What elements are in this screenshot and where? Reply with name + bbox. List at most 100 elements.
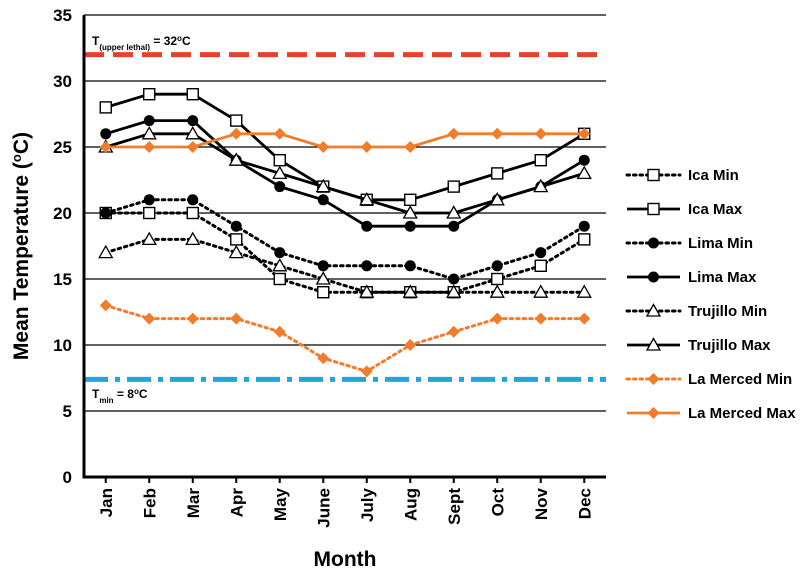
series-layer — [98, 87, 592, 378]
tmin-label-degree: o — [134, 387, 139, 396]
data-point-la-merced-max-sept — [447, 127, 460, 140]
data-point-trujillo-min-june — [315, 271, 331, 285]
legend-item-trujillo-min: Trujillo Min — [625, 303, 767, 320]
data-point-ica-min-oct — [491, 272, 504, 286]
legend-item-la-merced-max: La Merced Max — [627, 405, 796, 422]
data-point-lima-max-july — [361, 220, 373, 232]
data-point-lima-min-aug — [404, 260, 416, 272]
legend-marker-lima-max — [648, 271, 659, 283]
data-point-trujillo-min-july — [359, 284, 375, 298]
y-tick-label-25: 25 — [53, 138, 72, 157]
tmin-label-main: T — [92, 387, 100, 401]
data-point-ica-max-may — [273, 153, 286, 167]
series-trujillo-max — [98, 125, 592, 219]
data-point-lima-min-july — [361, 260, 373, 272]
data-point-lima-max-dec — [578, 154, 590, 166]
upper-lethal-label-degree: o — [177, 34, 182, 43]
data-point-ica-min-mar — [186, 206, 199, 220]
data-point-ica-max-sept — [447, 180, 460, 193]
legend-item-ica-min: Ica Min — [625, 167, 739, 184]
y-tick-label-35: 35 — [53, 6, 72, 25]
x-tick-label-feb: Feb — [140, 488, 159, 518]
tmin-label-unit: C — [139, 387, 148, 401]
data-point-trujillo-max-oct — [489, 191, 505, 206]
data-point-trujillo-max-aug — [402, 205, 418, 219]
legend-label-la-merced-max: La Merced Max — [688, 405, 796, 422]
y-axis-title-main: Mean Temperature ( — [10, 162, 33, 360]
legend-marker-trujillo-max — [645, 337, 662, 351]
data-point-trujillo-min-nov — [533, 284, 549, 298]
legend-label-trujillo-max: Trujillo Max — [688, 337, 771, 354]
data-point-lima-max-aug — [404, 220, 416, 232]
data-point-ica-max-jan — [99, 101, 112, 114]
data-point-la-merced-min-aug — [404, 339, 417, 351]
legend-item-lima-min: Lima Min — [625, 235, 753, 252]
data-point-ica-min-june — [317, 286, 330, 299]
data-point-trujillo-min-feb — [141, 231, 157, 246]
y-tick-label-10: 10 — [53, 336, 72, 355]
legend-label-la-merced-min: La Merced Min — [688, 371, 792, 388]
legend-label-trujillo-min: Trujillo Min — [688, 303, 767, 320]
data-point-la-merced-min-mar — [186, 312, 199, 325]
data-point-la-merced-min-nov — [534, 312, 547, 325]
x-tick-label-jan: Jan — [97, 488, 116, 517]
data-point-ica-max-oct — [491, 167, 504, 180]
x-axis-title: Month — [314, 548, 377, 571]
data-point-la-merced-max-aug — [404, 141, 417, 153]
upper-lethal-label-sub: (upper lethal) — [99, 43, 150, 52]
series-lima-min — [100, 194, 590, 285]
data-point-lima-min-nov — [535, 247, 547, 259]
legend: Ica Min Ica Max Lima Min Lima Max Trujillo M… — [625, 167, 796, 422]
data-point-trujillo-max-may — [272, 165, 288, 180]
data-point-la-merced-min-apr — [230, 312, 243, 325]
data-point-trujillo-min-dec — [576, 284, 592, 298]
x-tick-label-apr: Apr — [227, 488, 246, 518]
x-tick-label-june: June — [314, 488, 333, 528]
data-point-lima-min-feb — [143, 194, 155, 206]
data-point-trujillo-max-apr — [228, 152, 244, 166]
reference-lines — [84, 52, 606, 382]
data-point-la-merced-min-july — [360, 365, 373, 378]
data-point-lima-min-june — [317, 260, 329, 272]
tmin-label-eq: = 8 — [114, 387, 135, 401]
data-point-lima-min-oct — [491, 260, 503, 272]
series-line-la-merced-min — [104, 303, 586, 373]
data-point-lima-min-may — [274, 247, 286, 259]
data-point-trujillo-min-aug — [402, 284, 418, 298]
legend-label-lima-max: Lima Max — [688, 269, 757, 286]
data-point-lima-min-sept — [448, 273, 460, 285]
data-point-trujillo-max-july — [359, 191, 375, 206]
data-point-ica-min-apr — [230, 233, 243, 246]
data-point-lima-min-mar — [187, 194, 199, 206]
data-point-lima-max-feb — [143, 115, 155, 127]
data-point-la-merced-min-dec — [578, 312, 591, 325]
data-point-ica-min-nov — [534, 259, 547, 272]
data-point-la-merced-max-may — [273, 127, 286, 140]
x-tick-label-may: May — [271, 487, 290, 521]
series-line-trujillo-min — [104, 237, 586, 294]
data-point-la-merced-min-may — [273, 325, 286, 338]
data-point-lima-min-apr — [230, 220, 242, 232]
data-point-ica-max-aug — [404, 193, 417, 207]
data-point-trujillo-min-may — [272, 257, 288, 272]
data-point-la-merced-max-dec — [578, 127, 591, 140]
x-tick-label-mar: Mar — [184, 488, 203, 519]
legend-item-ica-max: Ica Max — [627, 201, 743, 218]
data-point-lima-min-jan — [100, 207, 112, 219]
axes: 0 5 10 15 20 25 30 35 Jan Feb Mar Apr May June July Aug… — [53, 6, 606, 528]
upper-lethal-label-main: T — [92, 34, 100, 48]
data-point-la-merced-min-feb — [143, 312, 156, 325]
series-line-la-merced-max — [105, 132, 585, 149]
data-point-trujillo-min-apr — [228, 244, 244, 259]
data-point-ica-min-may — [273, 272, 286, 286]
legend-marker-la-merced-max — [647, 407, 660, 419]
legend-label-ica-min: Ica Min — [688, 167, 739, 184]
x-tick-label-dec: Dec — [575, 488, 594, 519]
x-tick-label-oct: Oct — [488, 488, 507, 517]
data-point-la-merced-min-sept — [447, 325, 460, 338]
legend-marker-trujillo-min — [645, 303, 662, 317]
data-point-la-merced-min-jan — [99, 299, 112, 312]
data-point-lima-max-sept — [448, 220, 460, 232]
legend-label-ica-max: Ica Max — [688, 201, 743, 218]
data-point-la-merced-max-july — [360, 141, 373, 153]
